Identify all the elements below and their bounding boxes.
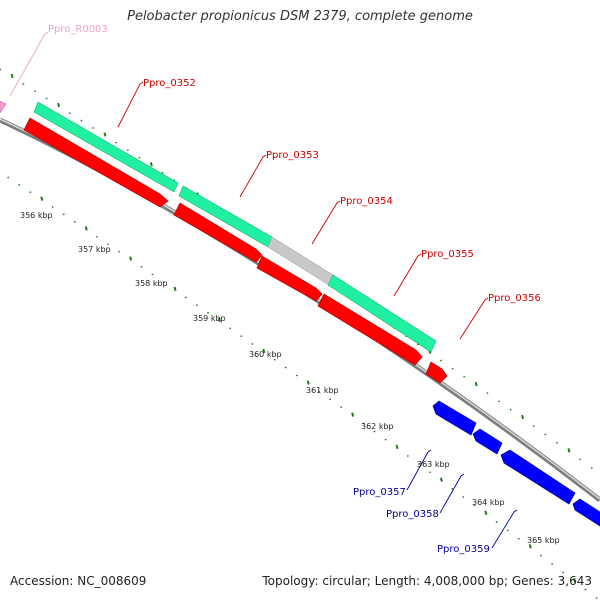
reverse-genes bbox=[432, 400, 600, 527]
gene-label: Ppro_0355 bbox=[421, 249, 474, 260]
gene-label: Ppro_0357 bbox=[353, 487, 406, 498]
tick-dot bbox=[306, 380, 310, 385]
tick-dot bbox=[103, 132, 107, 137]
gene-arrow-Ppro_0357 bbox=[432, 400, 477, 436]
gene-arrow-Ppro_0356 bbox=[425, 361, 448, 384]
tick-dot bbox=[40, 196, 44, 201]
gene-arrow-Ppro_0353 bbox=[173, 202, 263, 263]
tick-dot bbox=[149, 162, 153, 167]
tick-dot bbox=[395, 444, 399, 450]
gene-arrow-Ppro_0354 bbox=[256, 255, 323, 302]
tick-dot bbox=[573, 578, 577, 583]
gene-label: Ppro_0353 bbox=[266, 150, 319, 161]
gene-label: Ppro_0359 bbox=[437, 544, 490, 555]
tick-dot bbox=[567, 448, 571, 453]
tick-dot bbox=[474, 381, 478, 387]
tick-dot bbox=[484, 510, 488, 515]
tick-dot bbox=[439, 477, 443, 482]
gene-label: Ppro_0354 bbox=[340, 196, 393, 207]
gene-arrow-Ppro_0359 bbox=[500, 449, 576, 505]
gene-labels: Ppro_R0003 Ppro_0352 Ppro_0353 Ppro_0354… bbox=[48, 24, 541, 555]
gene-arrow-Ppro_0352 bbox=[23, 117, 169, 208]
gene-arrow-Ppro_0355 bbox=[317, 293, 423, 366]
tick-label: 363 kbp bbox=[417, 460, 450, 469]
tick-dot bbox=[84, 226, 88, 231]
tick-label: 356 kbp bbox=[20, 211, 53, 220]
tick-label: 365 kbp bbox=[527, 536, 560, 545]
tick-dot bbox=[528, 544, 532, 549]
orf-segment bbox=[327, 274, 437, 353]
tick-dot bbox=[173, 286, 177, 292]
forward-genes bbox=[23, 117, 448, 384]
genome-backbone bbox=[0, 117, 600, 502]
tick-dot bbox=[10, 73, 14, 79]
tick-dot bbox=[57, 102, 61, 108]
gene-label: Ppro_0358 bbox=[386, 509, 439, 520]
tick-dot bbox=[217, 317, 221, 322]
gene-arrow-Ppro_0358 bbox=[472, 428, 503, 455]
tick-label: 359 kbp bbox=[193, 314, 226, 323]
tick-label: 357 kbp bbox=[78, 245, 111, 254]
map-title: Pelobacter propionicus DSM 2379, complet… bbox=[127, 9, 473, 24]
tick-dot bbox=[521, 414, 525, 420]
rna-gene bbox=[0, 100, 7, 114]
tick-label: 362 kbp bbox=[361, 422, 394, 431]
orf-segment bbox=[33, 101, 179, 193]
tick-dot bbox=[351, 412, 355, 417]
gene-label: Ppro_R0003 bbox=[48, 24, 108, 35]
tick-label: 361 kbp bbox=[306, 386, 339, 395]
tick-dot bbox=[262, 348, 266, 354]
tick-label: 364 kbp bbox=[472, 498, 505, 507]
orf-track bbox=[33, 101, 437, 353]
tick-label: 358 kbp bbox=[135, 279, 168, 288]
gene-label: Ppro_0356 bbox=[488, 293, 541, 304]
accession-label: Accession: NC_008609 bbox=[10, 574, 147, 588]
gene-arrow-partial bbox=[572, 498, 600, 527]
gene-label: Ppro_0352 bbox=[143, 78, 196, 89]
leader-lines bbox=[9, 31, 518, 549]
tick-marks bbox=[0, 68, 598, 600]
tick-dot bbox=[129, 256, 133, 261]
tick-label: 360 kbp bbox=[249, 350, 282, 359]
tick-labels: 356 kbp 357 kbp 358 kbp 359 kbp 360 kbp … bbox=[20, 211, 560, 545]
genome-summary: Topology: circular; Length: 4,008,000 bp… bbox=[262, 574, 592, 588]
